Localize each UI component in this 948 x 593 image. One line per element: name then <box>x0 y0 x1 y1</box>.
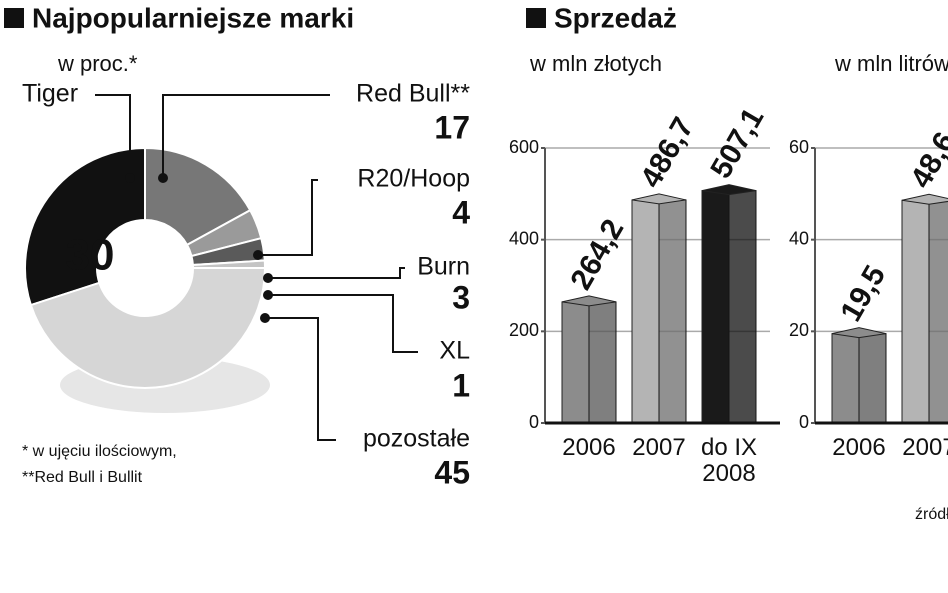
bar-top <box>701 184 757 196</box>
leader-line <box>258 179 318 256</box>
leader-line <box>268 267 405 279</box>
data-label: 3 <box>452 279 470 315</box>
data-label: 264,2 <box>564 214 630 296</box>
data-label: 17 <box>434 109 470 145</box>
legend-label: pozostałe <box>363 425 470 453</box>
bar-side <box>588 301 617 424</box>
x-tick-label: 2007 <box>632 434 686 461</box>
legend-label: Tiger <box>22 80 78 108</box>
bar-side <box>928 199 948 424</box>
leader-dot <box>125 173 135 183</box>
subtitle: w mln złotych <box>529 51 662 76</box>
legend-label: Burn <box>417 253 470 281</box>
leader-dot <box>260 313 270 323</box>
legend-label: R20/Hoop <box>357 165 470 193</box>
source: źródło <box>915 506 948 523</box>
leader-dot <box>263 273 273 283</box>
subtitle: w proc.* <box>57 51 138 76</box>
leader-line <box>95 94 131 178</box>
bar-top <box>631 193 687 205</box>
footnote: **Red Bull i Bullit <box>22 469 143 486</box>
chart-title: Najpopularniejsze marki <box>32 2 354 33</box>
subtitle: w mln litrów <box>834 51 948 76</box>
legend-label: Red Bull** <box>356 80 470 108</box>
data-label: 507,1 <box>704 103 770 185</box>
bar <box>561 301 590 424</box>
x-tick-label: 2007 <box>902 434 948 461</box>
bar <box>831 333 860 424</box>
title-square <box>4 8 24 28</box>
data-label: 45 <box>434 454 470 490</box>
y-tick-label: 600 <box>509 137 539 157</box>
bar-top <box>901 193 948 205</box>
pie-slice <box>144 146 252 247</box>
bar-top <box>831 327 887 339</box>
chart-title: Sprzedaż <box>554 2 677 33</box>
bar-side <box>658 199 687 424</box>
data-label: 1 <box>452 367 470 403</box>
leader-line <box>268 294 418 353</box>
data-label: 30 <box>66 231 115 280</box>
bar <box>701 190 730 424</box>
y-tick-label: 0 <box>799 412 809 432</box>
x-tick-label: 2006 <box>562 434 616 461</box>
leader-line <box>265 317 336 441</box>
data-label: 4 <box>452 194 470 230</box>
bar-side <box>858 333 887 424</box>
bar <box>631 199 660 424</box>
title-square <box>526 8 546 28</box>
y-tick-label: 0 <box>529 412 539 432</box>
x-tick-label: 2006 <box>832 434 886 461</box>
y-tick-label: 20 <box>789 320 809 340</box>
y-tick-label: 60 <box>789 137 809 157</box>
data-label: 19,5 <box>834 260 892 327</box>
y-tick-label: 400 <box>509 228 539 248</box>
bar <box>901 199 930 424</box>
y-tick-label: 40 <box>789 228 809 248</box>
legend-label: XL <box>439 337 470 365</box>
pie-slice <box>29 267 267 389</box>
x-tick-label: do IX 2008 <box>700 434 758 487</box>
footnote: * w ujęciu ilościowym, <box>22 443 177 460</box>
leader-line <box>162 94 330 178</box>
data-label: 48,6 <box>904 127 948 194</box>
bar-top <box>561 295 617 307</box>
leader-dot <box>263 290 273 300</box>
bar-side <box>728 190 757 424</box>
leader-dot <box>158 173 168 183</box>
pie-slice <box>24 146 146 307</box>
leader-dot <box>253 250 263 260</box>
y-tick-label: 200 <box>509 320 539 340</box>
data-label: 486,7 <box>634 112 700 194</box>
